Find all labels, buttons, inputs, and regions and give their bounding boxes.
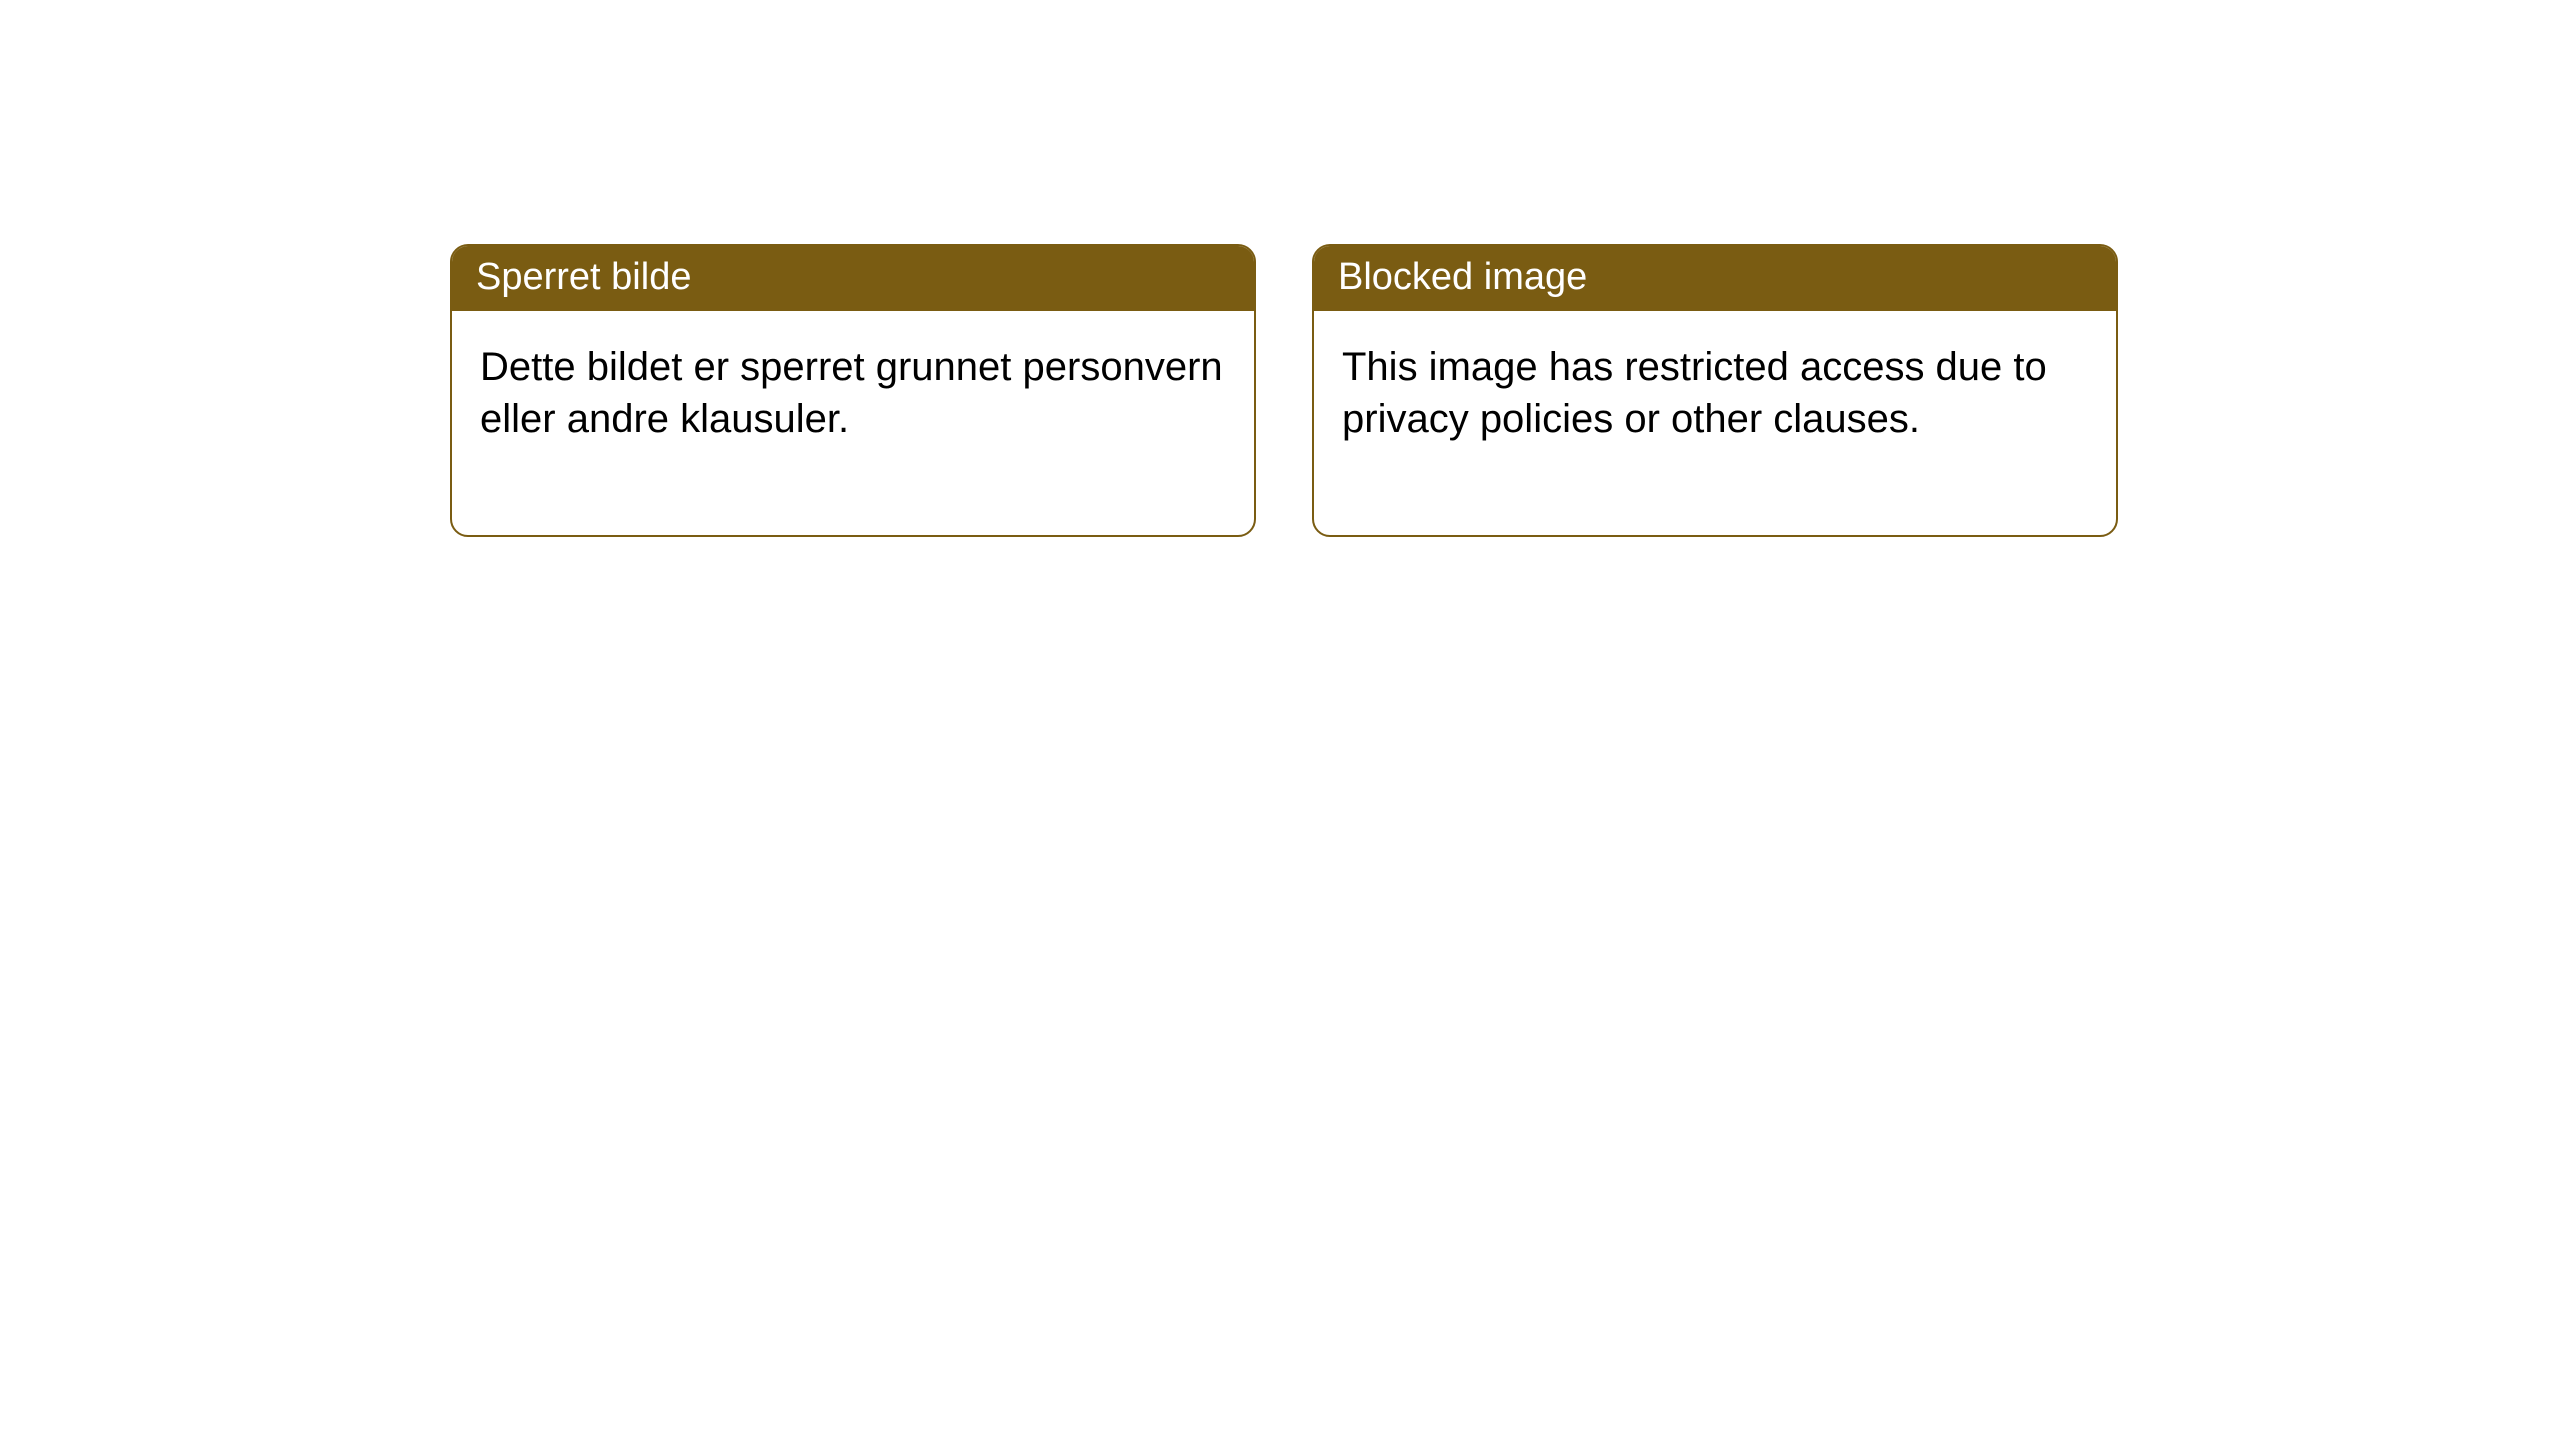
notice-card-norwegian: Sperret bilde Dette bildet er sperret gr… bbox=[450, 244, 1256, 537]
notice-container: Sperret bilde Dette bildet er sperret gr… bbox=[0, 0, 2560, 537]
notice-body: Dette bildet er sperret grunnet personve… bbox=[452, 311, 1254, 535]
notice-card-english: Blocked image This image has restricted … bbox=[1312, 244, 2118, 537]
notice-title: Blocked image bbox=[1314, 246, 2116, 311]
notice-title: Sperret bilde bbox=[452, 246, 1254, 311]
notice-body: This image has restricted access due to … bbox=[1314, 311, 2116, 535]
